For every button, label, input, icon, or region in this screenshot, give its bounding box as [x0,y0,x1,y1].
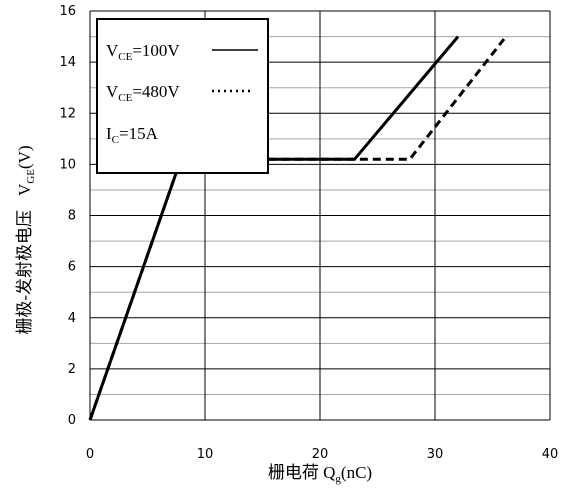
y-tick-label: 4 [68,311,76,326]
legend-item-vce-480v: VCE=480V [106,82,180,104]
y-tick-label: 10 [59,157,76,172]
y-tick-label: 0 [68,413,76,428]
y-tick-label: 8 [68,209,76,224]
legend-item-ic-15a: IC=15A [106,124,159,146]
x-tick-label: 20 [312,447,329,462]
x-tick-label: 30 [427,447,444,462]
tick-labels: 0 2 4 6 8 10 12 14 16 0 10 20 30 40 [59,4,558,462]
y-tick-label: 2 [68,362,76,377]
y-tick-label: 14 [59,55,76,70]
legend-box [96,18,269,174]
y-tick-label: 12 [59,106,76,121]
y-axis-title: 栅极-发射极电压VGE(V) [15,145,37,334]
x-axis-title: 栅电荷 Qg(nC) [268,463,372,485]
x-tick-label: 40 [542,447,559,462]
x-tick-label: 10 [197,447,214,462]
y-tick-label: 6 [68,260,76,275]
x-tick-label: 0 [86,447,94,462]
y-tick-label: 16 [59,4,76,19]
legend-item-vce-100v: VCE=100V [106,41,180,63]
legend: VCE=100V VCE=480V IC=15A [96,18,269,174]
major-gridlines [89,10,551,421]
